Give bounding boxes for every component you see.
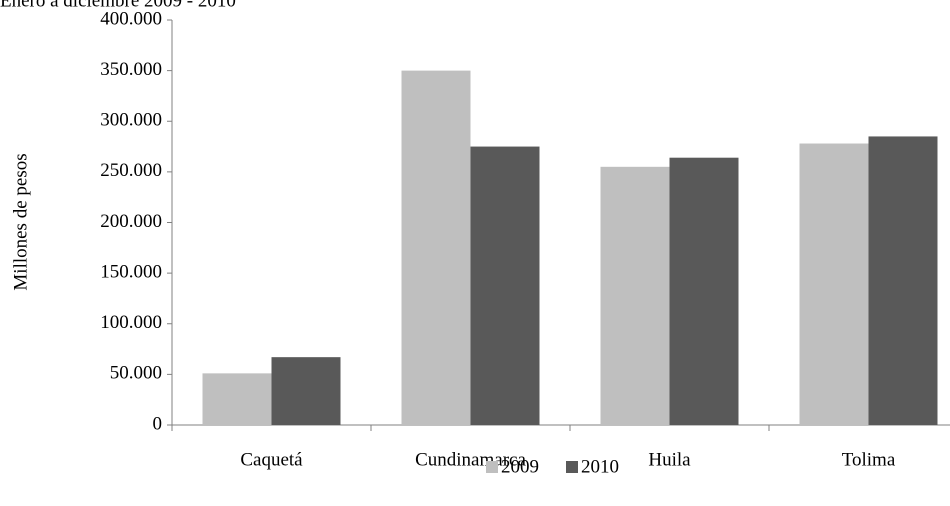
y-tick-label: 350.000 [100, 59, 162, 80]
legend-swatch [566, 461, 578, 473]
legend-label: 2010 [581, 456, 619, 477]
y-tick-label: 300.000 [100, 110, 162, 131]
bar [600, 166, 670, 425]
chart-subtitle: Enero a diciembre 2009 - 2010 [0, 0, 236, 11]
y-tick-label: 150.000 [100, 261, 162, 282]
x-tick-label: Cundinamarca [415, 449, 526, 470]
bar [271, 357, 341, 425]
legend-label: 2009 [501, 456, 539, 477]
bar [470, 146, 540, 425]
x-tick-label: Tolima [842, 449, 896, 470]
y-tick-label: 0 [153, 413, 163, 434]
bar [202, 373, 272, 425]
bar [868, 136, 938, 425]
y-tick-label: 50.000 [110, 363, 162, 384]
bar [669, 157, 739, 425]
y-tick-label: 400.000 [100, 8, 162, 29]
y-axis-label: Millones de pesos [10, 153, 31, 290]
bar [401, 70, 471, 425]
bar [799, 143, 869, 425]
y-tick-label: 100.000 [100, 312, 162, 333]
legend-swatch [486, 461, 498, 473]
x-tick-label: Caquetá [240, 449, 303, 470]
x-tick-label: Huila [648, 449, 691, 470]
y-tick-label: 200.000 [100, 211, 162, 232]
y-tick-label: 250.000 [100, 160, 162, 181]
